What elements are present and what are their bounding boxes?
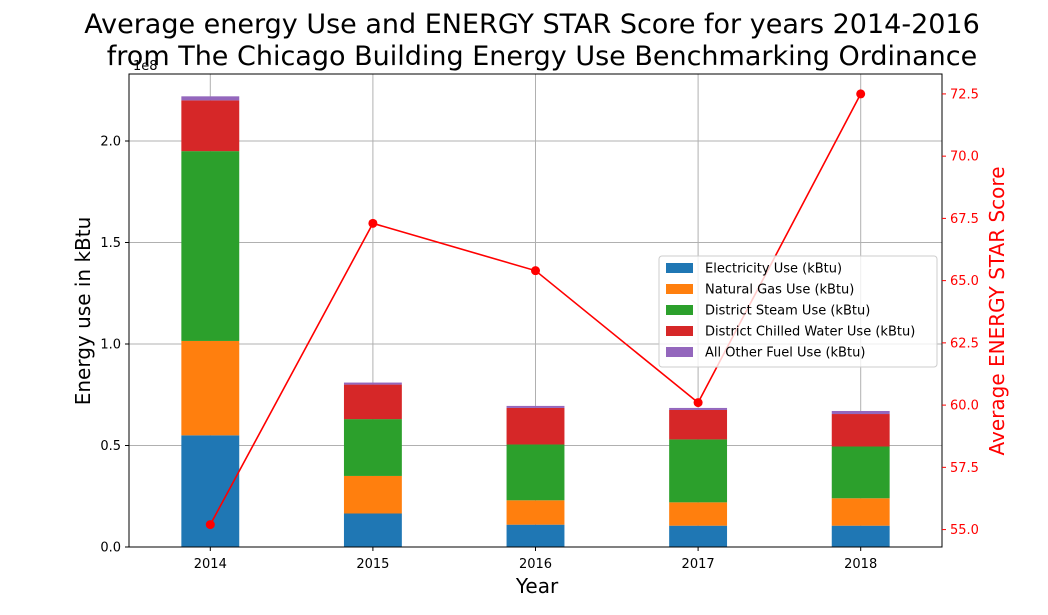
bar-segment — [181, 100, 240, 152]
y-tick-label: 1.0 — [100, 337, 121, 352]
y2-tick-label: 57.5 — [950, 461, 979, 476]
bar-segment — [831, 498, 890, 526]
y-tick-label: 1.5 — [100, 236, 121, 251]
bar-segment — [343, 513, 402, 547]
y2-tick-label: 72.5 — [950, 87, 979, 102]
x-tick-label: 2016 — [519, 557, 552, 572]
y-tick-label: 0.5 — [100, 439, 121, 454]
score-point — [205, 520, 215, 530]
x-tick-label: 2014 — [194, 557, 227, 572]
legend-swatch — [666, 347, 693, 357]
bar-segment — [669, 502, 728, 526]
y-offset-label: 1e8 — [133, 59, 158, 74]
y2-tick-label: 55.0 — [950, 523, 979, 538]
x-axis-label: Year — [515, 574, 559, 598]
bar-segment — [669, 525, 728, 547]
score-point — [531, 266, 540, 276]
bar-segment — [343, 384, 402, 420]
chart-title-line-2: from The Chicago Building Energy Use Ben… — [107, 41, 977, 72]
y-axis-label: Energy use in kBtu — [71, 217, 95, 406]
bar-segment — [506, 407, 565, 445]
y-axis-right: 55.0 57.5 60.0 62.5 65.0 67.5 70.0 72.5 — [942, 87, 979, 538]
x-tick-label: 2018 — [844, 557, 877, 572]
x-axis: 2014 2015 2016 2017 2018 — [194, 547, 877, 572]
score-point — [368, 218, 378, 228]
bar-segment — [669, 409, 728, 440]
legend-box — [658, 255, 938, 368]
chart-title-line-1: Average energy Use and ENERGY STAR Score… — [84, 9, 980, 40]
bar-segment — [343, 475, 402, 514]
legend-label: District Steam Use (kBtu) — [705, 304, 870, 319]
bar-segment — [343, 382, 402, 385]
bar-segment — [831, 410, 890, 415]
y-tick-label: 0.0 — [100, 541, 121, 556]
legend-label: Electricity Use (kBtu) — [705, 262, 842, 277]
y-axis-left: 0.0 0.5 1.0 1.5 2.0 — [100, 134, 129, 556]
legend-swatch — [666, 326, 693, 336]
chart-title: Average energy Use and ENERGY STAR Score… — [84, 9, 980, 72]
bar-segment — [506, 524, 565, 547]
legend-swatch — [666, 284, 693, 294]
y2-tick-label: 67.5 — [950, 212, 979, 227]
legend-label: Natural Gas Use (kBtu) — [705, 283, 854, 298]
y-tick-label: 2.0 — [100, 134, 121, 149]
bar-segment — [831, 414, 890, 447]
bar-segment — [181, 151, 240, 341]
bar-segment — [831, 446, 890, 499]
legend-swatch — [666, 305, 693, 315]
x-tick-label: 2017 — [682, 557, 715, 572]
y2-tick-label: 65.0 — [950, 274, 979, 289]
bar-segment — [506, 444, 565, 501]
bar-segment — [181, 340, 240, 436]
bar-segment — [181, 96, 240, 101]
x-tick-label: 2015 — [356, 557, 389, 572]
score-point — [856, 89, 866, 99]
y2-tick-label: 60.0 — [950, 399, 979, 414]
y2-tick-label: 70.0 — [950, 150, 979, 165]
bar-segment — [506, 405, 565, 408]
y-axis-right-label: Average ENERGY STAR Score — [985, 166, 1009, 455]
score-point — [693, 398, 703, 408]
legend-label: All Other Fuel Use (kBtu) — [705, 346, 865, 361]
bar-segment — [831, 525, 890, 547]
stacked-bars — [181, 96, 890, 547]
bar-segment — [343, 419, 402, 476]
bar-segment — [669, 407, 728, 410]
y2-tick-label: 62.5 — [950, 336, 979, 351]
bar-segment — [506, 500, 565, 525]
bar-segment — [181, 435, 240, 547]
legend-swatch — [666, 263, 693, 273]
legend-label: District Chilled Water Use (kBtu) — [705, 325, 915, 340]
legend: Electricity Use (kBtu) Natural Gas Use (k… — [658, 255, 938, 368]
bar-segment — [669, 439, 728, 503]
